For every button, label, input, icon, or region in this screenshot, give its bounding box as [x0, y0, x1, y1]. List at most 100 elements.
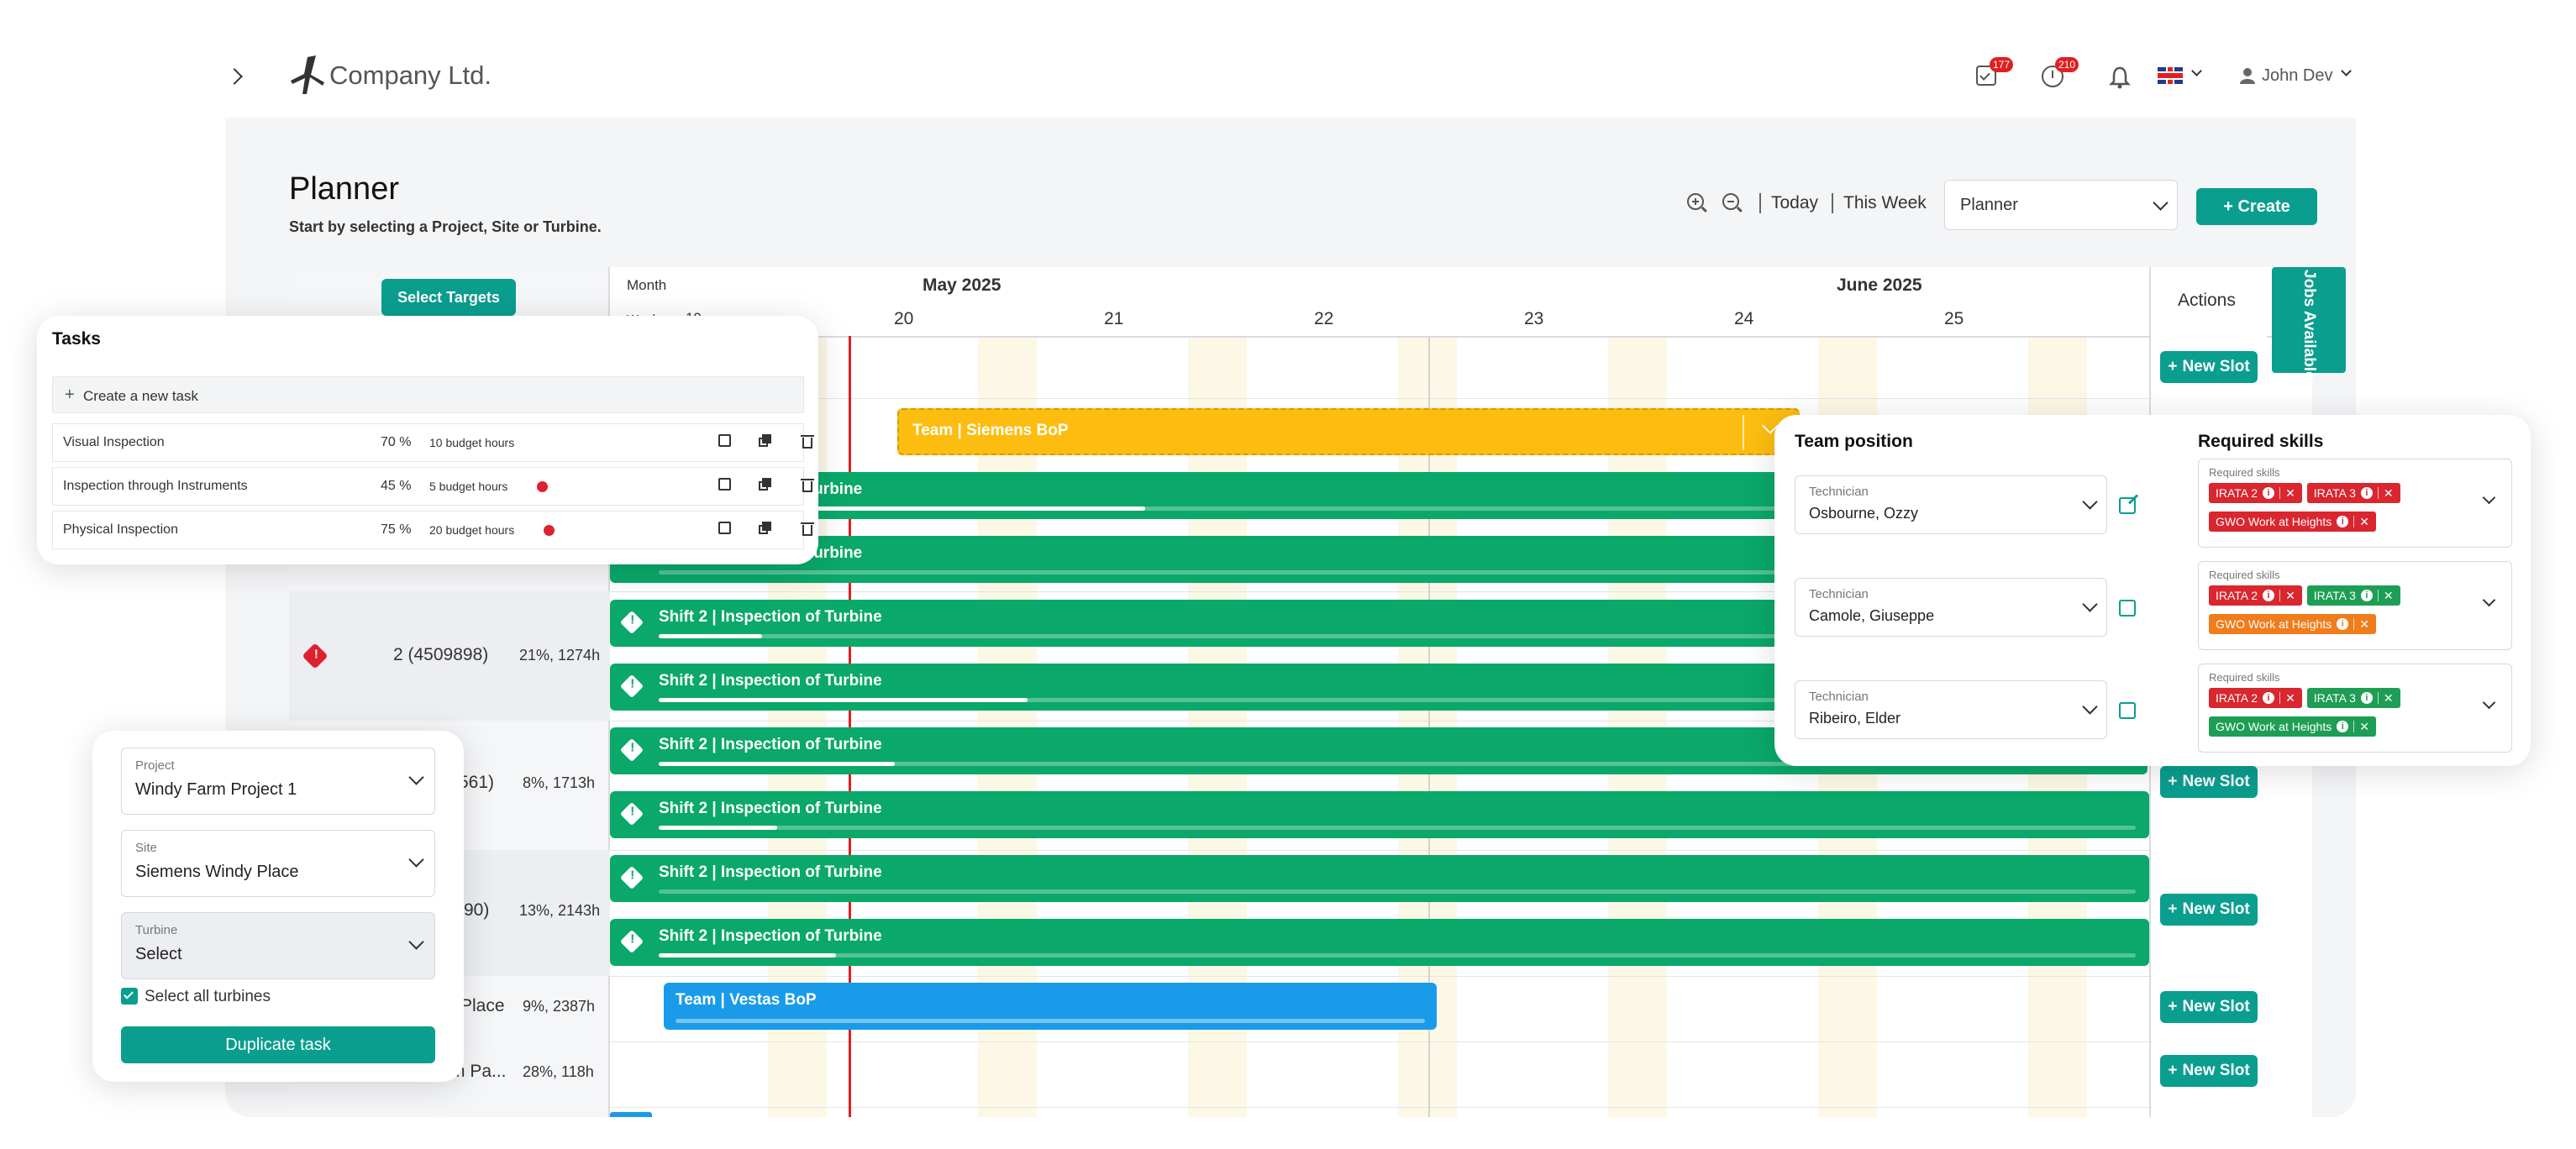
task-row[interactable]: Physical Inspection 75 % 20 budget hours [52, 511, 814, 549]
turbine-chevron-icon [408, 934, 424, 950]
technician-select[interactable]: Technician Osbourne, Ozzy [1795, 475, 2107, 534]
info-icon[interactable]: i [2360, 487, 2373, 499]
info-icon[interactable]: i [2337, 618, 2349, 630]
skill-tag: GWO Work at Heights i ✕ [2209, 614, 2376, 634]
trash-icon[interactable] [801, 522, 816, 537]
remove-icon[interactable]: ✕ [2359, 719, 2369, 733]
info-icon[interactable]: i [2360, 590, 2373, 601]
user-name[interactable]: John Dev [2262, 66, 2333, 85]
tasks-icon[interactable] [1976, 66, 1996, 86]
skill-tag-label: GWO Work at Heights [2216, 720, 2332, 733]
task-row[interactable]: Inspection through Instruments 45 % 5 bu… [52, 467, 814, 506]
remove-icon[interactable]: ✕ [2383, 588, 2394, 602]
info-icon[interactable]: i [2360, 692, 2373, 704]
shift-bar[interactable]: Shift 2 | Inspection of Turbine [610, 919, 2149, 966]
remove-icon[interactable]: ✕ [2359, 514, 2369, 528]
skills-chevron-icon[interactable] [2482, 695, 2496, 710]
shift-bar[interactable]: Shift 2 | Inspection of Turbine [610, 855, 2149, 902]
zoom-in-icon[interactable] [1687, 193, 1707, 212]
remove-icon[interactable]: ✕ [2383, 485, 2394, 500]
skills-box[interactable]: Required skills IRATA 2 i ✕ IRATA 3 i ✕ GWO W… [2198, 664, 2512, 753]
technician-name: Osbourne, Ozzy [1809, 505, 1919, 522]
new-slot-button[interactable]: + New Slot [2160, 351, 2258, 383]
technician-chevron-icon [2082, 494, 2098, 510]
site-select[interactable]: Site Siemens Windy Place [121, 830, 435, 897]
tasks-title: Tasks [52, 329, 101, 349]
technician-select[interactable]: Technician Camole, Giuseppe [1795, 578, 2107, 637]
turbine-select[interactable]: Turbine Select [121, 912, 435, 979]
copy-icon[interactable] [759, 478, 774, 493]
skill-tag: IRATA 3 i ✕ [2306, 483, 2400, 503]
this-week-button[interactable]: This Week [1843, 193, 1927, 212]
skill-tag-label: IRATA 2 [2216, 486, 2258, 500]
new-slot-button[interactable]: + New Slot [2160, 894, 2258, 926]
technician-chevron-icon [2082, 699, 2098, 715]
user-chevron-icon[interactable] [2341, 66, 2352, 76]
remove-icon[interactable]: ✕ [2285, 588, 2295, 602]
row-id[interactable]: m Pa... [450, 1062, 507, 1081]
week-separator-line [1428, 336, 1430, 1117]
info-icon[interactable]: i [2263, 692, 2275, 704]
create-button[interactable]: + Create [2196, 188, 2317, 225]
edit-icon[interactable] [718, 434, 731, 447]
info-icon[interactable]: i [2337, 721, 2349, 732]
shift-bar[interactable]: Shift 2 | Inspection of Turbine [610, 791, 2149, 838]
new-slot-label: New Slot [2182, 358, 2250, 375]
site-value: Siemens Windy Place [135, 863, 299, 881]
skills-box[interactable]: Required skills IRATA 2 i ✕ IRATA 3 i ✕ GWO W… [2198, 561, 2512, 650]
remove-icon[interactable]: ✕ [2285, 485, 2295, 500]
language-chevron-icon[interactable] [2191, 66, 2202, 76]
row-id[interactable]: 2 (4509898) [393, 645, 489, 664]
trash-icon[interactable] [801, 478, 816, 493]
bell-icon[interactable] [2108, 66, 2132, 93]
view-select[interactable]: Planner [1944, 180, 2178, 230]
row-id[interactable]: 90) [464, 900, 490, 920]
copy-icon[interactable] [759, 522, 774, 537]
user-icon[interactable] [2240, 67, 2255, 88]
open-external-icon[interactable] [2119, 702, 2136, 719]
edit-icon[interactable] [718, 522, 731, 534]
select-targets-button[interactable]: Select Targets [381, 279, 516, 316]
remove-icon[interactable]: ✕ [2383, 690, 2394, 705]
team-siemens-bar[interactable]: Team | Siemens BoP [897, 408, 1800, 455]
zoom-out-icon[interactable] [1722, 193, 1743, 212]
timer-icon[interactable] [2042, 66, 2063, 87]
row-divider [610, 850, 2153, 851]
open-external-icon[interactable] [2119, 600, 2136, 616]
duplicate-task-panel: Project Windy Farm Project 1 Site Siemen… [92, 731, 464, 1082]
remove-icon[interactable]: ✕ [2359, 616, 2369, 631]
new-slot-button[interactable]: + New Slot [2160, 991, 2258, 1023]
project-select[interactable]: Project Windy Farm Project 1 [121, 748, 435, 815]
create-task-button[interactable]: + Create a new task [52, 376, 804, 413]
flag-uk-icon[interactable] [2158, 67, 2183, 84]
new-slot-button[interactable]: + New Slot [2160, 766, 2258, 798]
trash-icon[interactable] [801, 434, 816, 449]
shift-bar-label: Turbine [805, 480, 863, 498]
row-id[interactable]: Place [460, 996, 505, 1015]
task-row[interactable]: Visual Inspection 70 % 10 budget hours [52, 423, 814, 462]
skills-chevron-icon[interactable] [2482, 593, 2496, 607]
info-icon[interactable]: i [2337, 516, 2349, 527]
skills-box[interactable]: Required skills IRATA 2 i ✕ IRATA 3 i ✕ GWO W… [2198, 459, 2512, 548]
technician-select[interactable]: Technician Ribeiro, Elder [1795, 680, 2107, 739]
remove-icon[interactable]: ✕ [2285, 690, 2295, 705]
open-external-icon[interactable] [2119, 494, 2139, 514]
team-vestas-bar[interactable]: Team | Vestas BoP [664, 983, 1437, 1030]
jobs-available-tab[interactable]: Jobs Available [2272, 267, 2346, 380]
month-label-june: June 2025 [1837, 275, 1922, 295]
plus-icon: + [65, 386, 75, 404]
row-id[interactable]: 561) [459, 773, 495, 792]
copy-icon[interactable] [759, 434, 774, 449]
shift-bar-label: Shift 2 | Inspection of Turbine [659, 672, 882, 690]
select-all-label[interactable]: Select all turbines [145, 988, 271, 1005]
new-slot-button[interactable]: + New Slot [2160, 1055, 2258, 1087]
today-button[interactable]: Today [1771, 193, 1819, 212]
shift-bar-label: Shift 2 | Inspection of Turbine [659, 608, 882, 626]
info-icon[interactable]: i [2263, 487, 2275, 499]
select-all-checkbox[interactable] [121, 988, 138, 1005]
skill-tag-label: IRATA 2 [2216, 589, 2258, 602]
duplicate-task-button[interactable]: Duplicate task [121, 1026, 435, 1063]
info-icon[interactable]: i [2263, 590, 2275, 601]
skills-chevron-icon[interactable] [2482, 491, 2496, 505]
edit-icon[interactable] [718, 478, 731, 491]
